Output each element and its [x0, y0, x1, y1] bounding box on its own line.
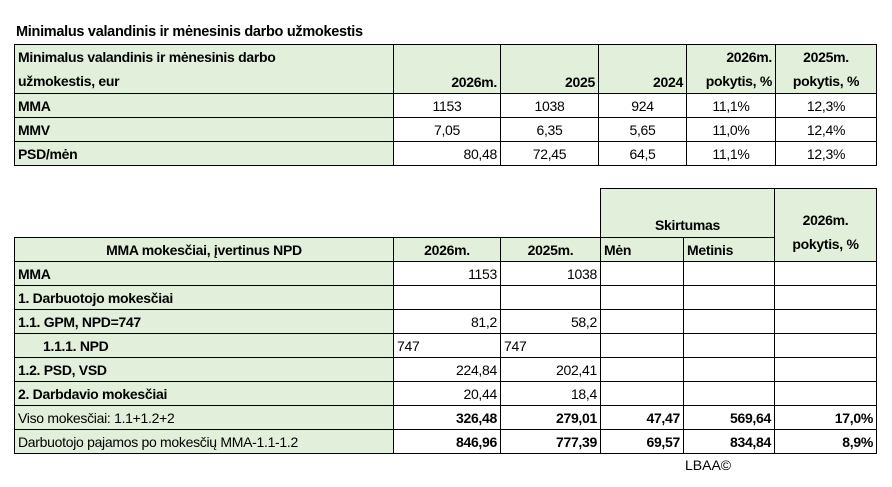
- table-header-row: MMA mokesčiai, įvertinus NPD 2026m. 2025…: [14, 237, 877, 262]
- header-2025: 2025: [500, 44, 599, 94]
- cell: [600, 381, 684, 406]
- header-2026: 2026m.: [393, 237, 501, 262]
- table-row: 1.2. PSD, VSD 224,84 202,41: [14, 357, 877, 382]
- cell: 1153: [393, 261, 501, 286]
- table-row: Darbuotojo pajamos po mokesčių MMA-1.1-1…: [14, 429, 877, 454]
- cell: 12,3%: [775, 141, 877, 166]
- cell: 17,0%: [774, 405, 877, 430]
- cell: 11,1%: [686, 141, 776, 166]
- cell: 47,47: [600, 405, 684, 430]
- cell: [600, 285, 684, 310]
- cell: 6,35: [500, 117, 599, 142]
- cell: [683, 309, 775, 334]
- cell: [774, 333, 877, 358]
- table-header-row: Minimalus valandinis ir mėnesinis darbo u…: [14, 44, 877, 94]
- cell: 846,96: [393, 429, 501, 454]
- cell: 747: [393, 333, 501, 358]
- row-label: Darbuotojo pajamos po mokesčių MMA-1.1-1…: [14, 429, 394, 454]
- cell: [774, 285, 877, 310]
- minimum-wage-table: Minimalus valandinis ir mėnesinis darbo u…: [14, 44, 877, 166]
- header-2024: 2024: [598, 44, 687, 94]
- copyright-footer: LBAA©: [685, 457, 732, 473]
- table-row: PSD/mėn 80,48 72,45 64,5 11,1% 12,3%: [14, 141, 877, 166]
- cell: 326,48: [393, 405, 501, 430]
- cell: 569,64: [683, 405, 775, 430]
- cell: 279,01: [500, 405, 601, 430]
- row-label: MMV: [14, 117, 394, 142]
- cell: 12,3%: [775, 93, 877, 118]
- cell: 924: [598, 93, 687, 118]
- cell: [500, 285, 601, 310]
- header-2025: 2025m.: [500, 237, 601, 262]
- table-row: MMA 1153 1038: [14, 261, 877, 286]
- cell: [683, 333, 775, 358]
- table-row: 1.1.1. NPD 747 747: [14, 333, 877, 358]
- row-label: MMA: [14, 261, 394, 286]
- row-label: 2. Darbdavio mokesčiai: [14, 381, 394, 406]
- table-row: MMA 1153 1038 924 11,1% 12,3%: [14, 93, 877, 118]
- cell: [600, 309, 684, 334]
- cell: 1153: [393, 93, 501, 118]
- cell: [774, 309, 877, 334]
- cell: 1038: [500, 261, 601, 286]
- cell: 80,48: [393, 141, 501, 166]
- header-2026-change: 2026m. pokytis, %: [686, 44, 776, 94]
- header-men: Mėn: [600, 237, 684, 262]
- table-row: 2. Darbdavio mokesčiai 20,44 18,4: [14, 381, 877, 406]
- cell: [774, 261, 877, 286]
- cell: [683, 381, 775, 406]
- table-row: Viso mokesčiai: 1.1+1.2+2 326,48 279,01 47,…: [14, 405, 877, 430]
- header-2026: 2026m.: [393, 44, 501, 94]
- header-2025-change: 2025m. pokytis, %: [775, 44, 877, 94]
- cell: 834,84: [683, 429, 775, 454]
- page-title: Minimalus valandinis ir mėnesinis darbo …: [16, 24, 363, 40]
- cell: 8,9%: [774, 429, 877, 454]
- cell: 18,4: [500, 381, 601, 406]
- cell: [774, 357, 877, 382]
- cell: 5,65: [598, 117, 687, 142]
- cell: 81,2: [393, 309, 501, 334]
- cell: 777,39: [500, 429, 601, 454]
- cell: [393, 285, 501, 310]
- cell: [774, 381, 877, 406]
- cell: 72,45: [500, 141, 599, 166]
- table-row: MMV 7,05 6,35 5,65 11,0% 12,4%: [14, 117, 877, 142]
- cell: 7,05: [393, 117, 501, 142]
- mma-taxes-table: Skirtumas 2026m. pokytis, % MMA mokesčiai…: [14, 188, 877, 454]
- cell: 11,0%: [686, 117, 776, 142]
- cell: 747: [500, 333, 601, 358]
- cell: [683, 261, 775, 286]
- cell: [600, 333, 684, 358]
- header-label: MMA mokesčiai, įvertinus NPD: [14, 237, 394, 262]
- cell: [683, 285, 775, 310]
- cell: 202,41: [500, 357, 601, 382]
- header-metinis: Metinis: [683, 237, 775, 262]
- row-label: MMA: [14, 93, 394, 118]
- row-label: 1.1. GPM, NPD=747: [14, 309, 394, 334]
- row-label: 1. Darbuotojo mokesčiai: [14, 285, 394, 310]
- table-row: 1. Darbuotojo mokesčiai: [14, 285, 877, 310]
- cell: [600, 261, 684, 286]
- cell: 12,4%: [775, 117, 877, 142]
- row-label: Viso mokesčiai: 1.1+1.2+2: [14, 405, 394, 430]
- row-label: 1.1.1. NPD: [14, 333, 394, 358]
- cell: 1038: [500, 93, 599, 118]
- row-label: 1.2. PSD, VSD: [14, 357, 394, 382]
- cell: 64,5: [598, 141, 687, 166]
- header-skirtumas: Skirtumas: [600, 188, 775, 238]
- cell: 224,84: [393, 357, 501, 382]
- table-row: 1.1. GPM, NPD=747 81,2 58,2: [14, 309, 877, 334]
- cell: [600, 357, 684, 382]
- row-label: PSD/mėn: [14, 141, 394, 166]
- header-label: Minimalus valandinis ir mėnesinis darbo u…: [14, 44, 394, 94]
- cell: 20,44: [393, 381, 501, 406]
- cell: 58,2: [500, 309, 601, 334]
- cell: [683, 357, 775, 382]
- cell: 69,57: [600, 429, 684, 454]
- cell: 11,1%: [686, 93, 776, 118]
- header-2026-change: 2026m. pokytis, %: [774, 188, 877, 262]
